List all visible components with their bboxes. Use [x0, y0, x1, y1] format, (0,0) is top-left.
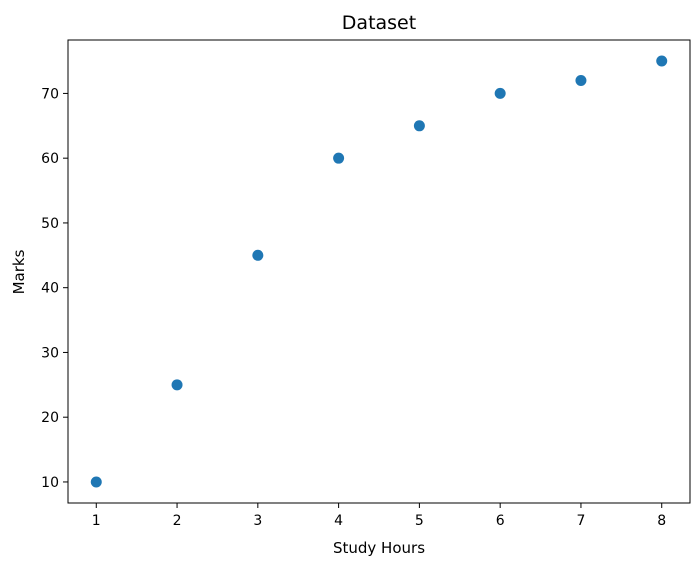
x-tick-label: 8: [657, 513, 666, 529]
x-tick-label: 3: [253, 513, 262, 529]
x-tick-label: 6: [496, 513, 505, 529]
y-tick-label: 40: [41, 281, 59, 297]
data-point: [575, 74, 587, 86]
x-tick-label: 2: [173, 513, 182, 529]
axes-frame: [67, 39, 691, 504]
y-tick-label: 10: [41, 475, 59, 491]
data-point: [252, 249, 264, 261]
x-axis-label: Study Hours: [333, 539, 425, 557]
x-tick-label: 1: [92, 513, 101, 529]
data-point: [333, 152, 345, 164]
x-tick-label: 7: [576, 513, 585, 529]
data-point: [90, 476, 102, 488]
data-point: [494, 87, 506, 99]
y-tick-label: 30: [41, 345, 59, 361]
y-tick-label: 70: [41, 86, 59, 102]
y-axis-label: Marks: [10, 249, 28, 294]
x-tick-label: 5: [415, 513, 424, 529]
y-tick-label: 50: [41, 216, 59, 232]
chart-title: Dataset: [342, 12, 416, 34]
plot-area: 1 2 3 4 5 6 7 8 10 20 30 40 50 60 70: [41, 39, 691, 529]
y-tick-label: 60: [41, 151, 59, 167]
data-point: [413, 120, 425, 132]
y-tick-label: 20: [41, 410, 59, 426]
data-point: [171, 379, 183, 391]
x-tick-label: 4: [334, 513, 343, 529]
data-point: [656, 55, 668, 67]
